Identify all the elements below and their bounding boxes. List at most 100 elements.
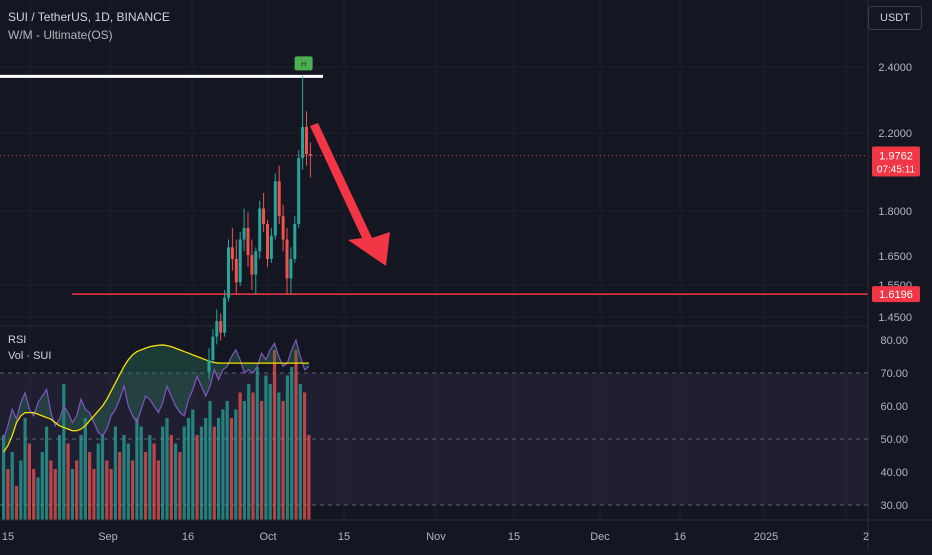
volume-bar [45, 426, 49, 520]
volume-bar [53, 469, 57, 520]
candle-body [273, 181, 277, 236]
volume-bar [32, 469, 36, 520]
volume-bar [212, 426, 216, 520]
volume-bar [40, 452, 44, 520]
volume-bar [255, 367, 259, 520]
volume-bar [290, 367, 294, 520]
volume-bar [88, 452, 92, 520]
high-marker [294, 56, 313, 71]
volume-bar [148, 435, 152, 520]
volume-bar [83, 418, 87, 520]
volume-bar [191, 409, 195, 520]
time-tick-label: Nov [426, 531, 446, 543]
volume-bar [75, 460, 79, 520]
candle-body [242, 227, 246, 240]
volume-bar [303, 392, 307, 520]
volume-bar [122, 435, 126, 520]
volume-bar [139, 426, 143, 520]
volume-bar [126, 443, 130, 520]
time-tick-label: 15 [508, 531, 520, 543]
volume-bar [264, 375, 268, 520]
volume-bar [169, 435, 173, 520]
candle-body [281, 216, 285, 240]
volume-bar [178, 452, 182, 520]
volume-bar [62, 384, 66, 520]
volume-bar [23, 418, 27, 520]
volume-bar [100, 435, 105, 520]
volume-bar [294, 350, 298, 520]
candle-body [250, 255, 254, 275]
candle-body [266, 224, 269, 259]
volume-bar [165, 418, 169, 520]
volume-bar [49, 460, 53, 520]
volume-bar [79, 435, 83, 520]
volume-bar [307, 435, 311, 520]
volume-bar [208, 401, 212, 520]
currency-button[interactable]: USDT [868, 6, 922, 30]
candle-body [234, 258, 238, 283]
volume-bar [298, 384, 302, 520]
candle-body [223, 297, 227, 333]
price-tick-label: 1.4500 [878, 312, 912, 324]
volume-bar [182, 426, 186, 520]
high-marker-label: H [301, 61, 306, 68]
volume-bar [234, 409, 238, 520]
volume-bar [105, 460, 109, 520]
candle-body [254, 251, 258, 275]
volume-bar [186, 418, 191, 520]
indicator-label: W/M - Ultimate(OS) [8, 28, 113, 42]
candle-body [297, 157, 301, 224]
time-tick-label: 2025 [754, 531, 778, 543]
volume-bar [118, 452, 122, 520]
candle-body [230, 247, 234, 259]
volume-bar [96, 443, 100, 520]
candle-body [246, 227, 250, 256]
volume-bar [221, 409, 225, 520]
candle-body [219, 321, 223, 333]
volume-bar [242, 401, 246, 520]
volume-bar [19, 460, 23, 520]
rsi-tick-label: 80.00 [880, 335, 908, 347]
rsi-tick-label: 50.00 [880, 434, 908, 446]
symbol-title: SUI / TetherUS, 1D, BINANCE [8, 10, 170, 24]
volume-bar [268, 384, 272, 520]
volume-bar [92, 469, 96, 520]
volume-bar [251, 392, 255, 520]
volume-bar [272, 350, 277, 520]
rsi-area [3, 340, 309, 453]
candle-body [215, 321, 219, 337]
volume-bar [66, 443, 70, 520]
volume-bar [57, 435, 62, 520]
volume-bar [6, 469, 10, 520]
rsi-tick-label: 60.00 [880, 401, 908, 413]
volume-bar [135, 418, 139, 520]
price-tick-label: 1.8000 [878, 206, 912, 218]
volume-bar [113, 426, 117, 520]
volume-bar [36, 477, 40, 520]
candle-body [301, 126, 305, 158]
volume-bar [285, 375, 289, 520]
rsi-tick-label: 30.00 [880, 500, 908, 512]
volume-bar [174, 443, 178, 520]
volume-bar [225, 401, 229, 520]
candle-body [308, 154, 312, 156]
time-tick-label: Sep [98, 531, 118, 543]
volume-bar [238, 392, 242, 520]
volume-bar [152, 443, 156, 520]
time-tick-label: 15 [2, 531, 14, 543]
time-tick-label: 16 [182, 531, 194, 543]
level-price-tag [872, 286, 920, 303]
volume-bar [195, 435, 199, 520]
volume-bar [260, 401, 264, 520]
time-tick-label: 2 [863, 531, 869, 543]
volume-bar [70, 469, 74, 520]
volume-bar [109, 469, 113, 520]
volume-bar [2, 435, 6, 520]
volume-bar [217, 418, 221, 520]
volume-pane-label: Vol · SUI [8, 350, 52, 362]
time-tick-label: 16 [674, 531, 686, 543]
volume-bar [27, 443, 31, 520]
price-tick-label: 2.4000 [878, 62, 912, 74]
